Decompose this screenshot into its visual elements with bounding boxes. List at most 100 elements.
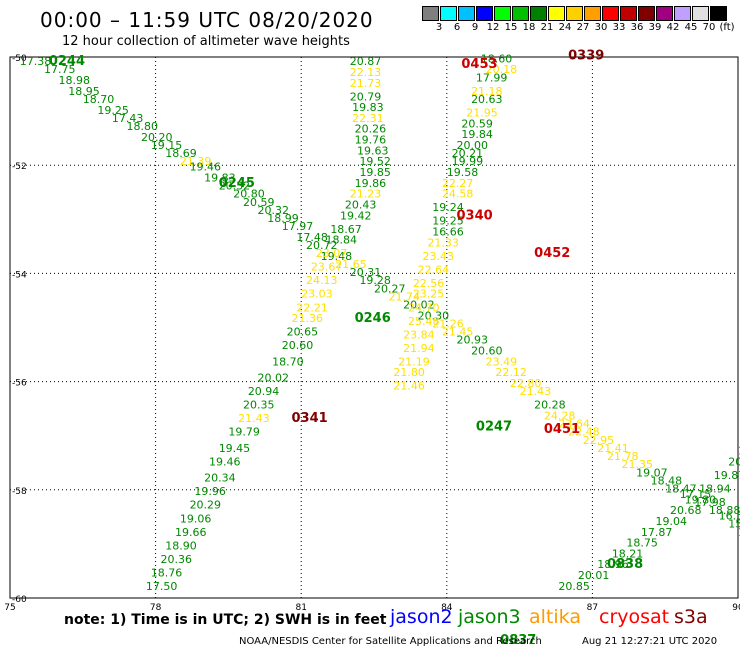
map-points: 17.3817.7518.9818.9518.7019.2517.4318.80… [20,52,740,592]
wave-height-value: 20.43 [345,198,377,211]
wave-height-value: 20.29 [190,499,222,512]
colorbar-swatch [476,6,493,21]
wave-height-value: 20.34 [204,472,236,485]
wave-height-value: 20.00 [457,139,489,152]
wave-height-value: 19.63 [357,144,389,157]
colorbar-swatch [602,6,619,21]
pass-time-label: 0247 [476,419,512,434]
wave-height-value: 20.32 [258,204,290,217]
colorbar-swatch [494,6,511,21]
colorbar-swatch [710,6,727,21]
wave-height-value: 19.79 [228,426,260,439]
wave-height-value: 23.67 [311,261,343,274]
wave-height-value: 23.49 [486,355,518,368]
pass-time-label: 0838 [607,557,643,572]
wave-height-value: 18.80 [126,120,158,133]
colorbar-label: 45 [684,22,698,33]
pass-time-label: 0452 [534,246,570,261]
colorbar-label: 33 [612,22,626,33]
wave-height-value: 23.43 [423,250,455,263]
map-axis-labels: 75 78 81 84 87 90 -50 -52 -54 -56 -58 -60 [4,54,740,613]
wave-height-value: 20.60 [471,345,503,358]
wave-height-value: 18.70 [272,355,304,368]
wave-height-value: 17.99 [476,71,508,84]
x-tick-label: 81 [295,603,306,613]
wave-height-value: 18.76 [151,566,183,579]
colorbar-swatch [584,6,601,21]
wave-height-value: 19.28 [359,274,391,287]
x-tick-label: 75 [4,603,15,613]
colorbar-swatch [638,6,655,21]
wave-height-value: 20.59 [461,117,493,130]
colorbar-swatch [422,6,439,21]
wave-height-value: 17.50 [146,580,178,593]
wave-height-value: 20.94 [248,385,280,398]
wave-height-value: 20.93 [457,334,489,347]
colorbar-label: 12 [486,22,500,33]
wave-height-value: 16.52 [719,510,740,523]
wave-height-value: 20.01 [578,569,610,582]
wave-height-value: 21.26 [432,318,464,331]
map-frame [9,56,739,599]
wave-height-value: 16.66 [432,226,464,239]
wave-height-value: 21.45 [442,326,474,339]
satellite-altika: altika [529,606,581,628]
colorbar-swatch [656,6,673,21]
map-grid [9,56,739,599]
x-tick-label: 87 [587,603,598,613]
wave-height-value: 19.04 [655,515,687,528]
page-title: 00:00 – 11:59 UTC 08/20/2020 [40,8,374,32]
wave-height-value: 23.25 [413,288,445,301]
colorbar-label: 36 [630,22,644,33]
pass-time-label: 0341 [291,411,327,426]
wave-height-value: 21.18 [471,85,503,98]
pass-time-label: 0245 [219,176,255,191]
wave-height-value: 18.67 [330,223,362,236]
wave-height-value: 21.36 [291,312,323,325]
wave-height-value: 22.48 [568,426,600,439]
colorbar-label: 39 [648,22,662,33]
wave-height-value: 18.96 [597,558,629,571]
pass-time-label: 0339 [568,49,604,64]
satellite-cryosat: cryosat [599,606,670,628]
wave-height-value: 21.65 [335,258,367,271]
footer-note: note: 1) Time is in UTC; 2) SWH is in fe… [64,612,387,628]
wave-height-value: 18.48 [651,474,683,487]
wave-height-value: 17.48 [296,231,328,244]
wave-height-value: 21.19 [398,355,430,368]
colorbar-swatch [620,6,637,21]
wave-height-value: 21.80 [393,366,425,379]
x-tick-label: 84 [441,603,453,613]
wave-height-value: 15.99 [728,518,740,531]
colorbar-label: 30 [594,22,608,33]
colorbar [422,6,728,21]
wave-height-value: 22.27 [442,177,474,190]
wave-height-value: 20.59 [243,196,275,209]
colorbar-label: 70 [702,22,716,33]
wave-height-value: 18.88 [709,504,740,517]
colorbar-swatch [440,6,457,21]
wave-height-value: 20.20 [141,131,173,144]
wave-height-value: 19.99 [452,155,484,168]
wave-height-value: 20.9 [728,455,740,468]
wave-height-value: 20.28 [534,399,566,412]
wave-height-value: 21.23 [350,188,382,201]
wave-height-value: 24.58 [442,188,474,201]
colorbar-label: 15 [504,22,518,33]
pass-time-label: 0340 [457,208,493,223]
pass-time-label: 0453 [461,57,497,72]
wave-height-value: 18.98 [59,74,91,87]
wave-height-value: 25.48 [408,315,440,328]
wave-height-value: 18.99 [267,212,299,225]
wave-height-value: 19.66 [175,526,207,539]
wave-height-value: 19.84 [461,128,493,141]
wave-height-value: 20.79 [350,90,382,103]
wave-height-value: 19.83 [352,101,384,114]
wave-height-value: 20.80 [233,188,265,201]
wave-height-value: 17.75 [44,63,75,76]
wave-height-value: 24.70 [408,301,440,314]
wave-height-value: 22.56 [413,277,445,290]
colorbar-swatch [674,6,691,21]
wave-height-value: 20.87 [350,55,382,68]
